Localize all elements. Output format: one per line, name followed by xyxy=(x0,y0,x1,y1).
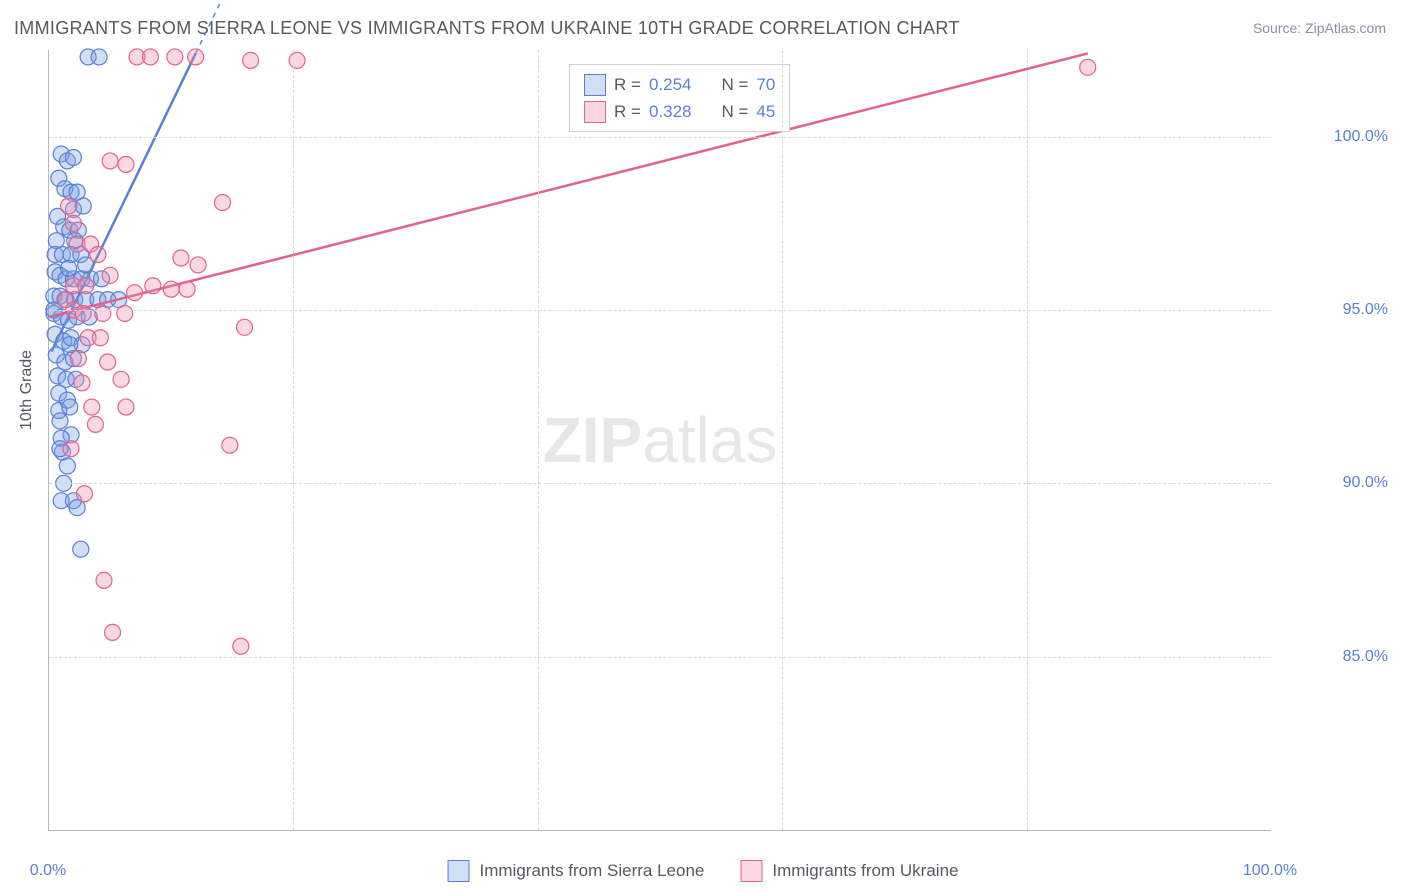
scatter-point xyxy=(118,156,134,172)
scatter-point xyxy=(118,399,134,415)
legend-label-sierra-leone: Immigrants from Sierra Leone xyxy=(480,861,705,881)
R-value: 0.328 xyxy=(649,98,692,125)
N-value: 70 xyxy=(756,71,775,98)
y-tick-label: 100.0% xyxy=(1334,128,1388,146)
scatter-point xyxy=(102,153,118,169)
stats-legend-row: R = 0.254 N = 70 xyxy=(584,71,775,98)
legend-item-ukraine: Immigrants from Ukraine xyxy=(740,860,958,882)
swatch-icon xyxy=(584,74,606,96)
swatch-icon xyxy=(584,101,606,123)
scatter-point xyxy=(289,52,305,68)
scatter-point xyxy=(96,572,112,588)
N-label: N = xyxy=(721,98,748,125)
scatter-point xyxy=(65,215,81,231)
stats-legend: R = 0.254 N = 70 R = 0.328 N = 45 xyxy=(569,64,790,132)
scatter-point xyxy=(127,285,143,301)
y-tick-label: 90.0% xyxy=(1343,474,1388,492)
x-tick-label: 100.0% xyxy=(1243,862,1297,880)
scatter-point xyxy=(100,354,116,370)
scatter-point xyxy=(102,267,118,283)
scatter-point xyxy=(63,441,79,457)
scatter-point xyxy=(61,260,77,276)
scatter-point xyxy=(90,247,106,263)
source-label: Source: ZipAtlas.com xyxy=(1253,20,1386,36)
gridline-v xyxy=(538,50,539,830)
gridline-v xyxy=(782,50,783,830)
R-label: R = xyxy=(614,98,641,125)
scatter-point xyxy=(215,195,231,211)
y-axis-label: 10th Grade xyxy=(18,350,36,430)
plot-area: ZIPatlas R =0.254N =70R =0.328N =45 xyxy=(48,50,1271,831)
scatter-point xyxy=(62,399,78,415)
scatter-point xyxy=(145,278,161,294)
scatter-point xyxy=(142,49,158,65)
x-tick-label: 0.0% xyxy=(30,862,66,880)
N-label: N = xyxy=(721,71,748,98)
scatter-point xyxy=(65,149,81,165)
scatter-point xyxy=(179,281,195,297)
scatter-point xyxy=(92,330,108,346)
scatter-point xyxy=(167,49,183,65)
scatter-point xyxy=(52,413,68,429)
scatter-point xyxy=(188,49,204,65)
gridline-v xyxy=(293,50,294,830)
scatter-point xyxy=(73,541,89,557)
scatter-point xyxy=(84,399,100,415)
scatter-point xyxy=(78,278,94,294)
gridline-h xyxy=(49,483,1271,484)
scatter-point xyxy=(75,305,91,321)
scatter-point xyxy=(190,257,206,273)
swatch-sierra-leone xyxy=(448,860,470,882)
scatter-point xyxy=(75,198,91,214)
scatter-point xyxy=(222,437,238,453)
legend-item-sierra-leone: Immigrants from Sierra Leone xyxy=(448,860,705,882)
scatter-point xyxy=(76,486,92,502)
scatter-point xyxy=(1080,59,1096,75)
scatter-point xyxy=(173,250,189,266)
R-value: 0.254 xyxy=(649,71,692,98)
scatter-point xyxy=(74,375,90,391)
stats-legend-row: R = 0.328 N = 45 xyxy=(584,98,775,125)
scatter-point xyxy=(95,305,111,321)
y-tick-label: 85.0% xyxy=(1343,648,1388,666)
scatter-point xyxy=(87,416,103,432)
swatch-ukraine xyxy=(740,860,762,882)
y-tick-label: 95.0% xyxy=(1343,301,1388,319)
gridline-v xyxy=(1027,50,1028,830)
scatter-point xyxy=(70,351,86,367)
scatter-point xyxy=(91,49,107,65)
scatter-point xyxy=(61,198,77,214)
scatter-point xyxy=(62,337,78,353)
scatter-point xyxy=(113,371,129,387)
R-label: R = xyxy=(614,71,641,98)
scatter-point xyxy=(243,52,259,68)
legend-label-ukraine: Immigrants from Ukraine xyxy=(772,861,958,881)
scatter-point xyxy=(237,319,253,335)
scatter-point xyxy=(105,624,121,640)
scatter-point xyxy=(233,638,249,654)
scatter-point xyxy=(117,305,133,321)
gridline-h xyxy=(49,137,1271,138)
bottom-legend: Immigrants from Sierra Leone Immigrants … xyxy=(448,860,959,882)
scatter-point xyxy=(59,458,75,474)
gridline-h xyxy=(49,657,1271,658)
N-value: 45 xyxy=(756,98,775,125)
scatter-svg xyxy=(49,50,1271,830)
chart-title: IMMIGRANTS FROM SIERRA LEONE VS IMMIGRAN… xyxy=(14,18,960,39)
gridline-h xyxy=(49,310,1271,311)
scatter-point xyxy=(163,281,179,297)
